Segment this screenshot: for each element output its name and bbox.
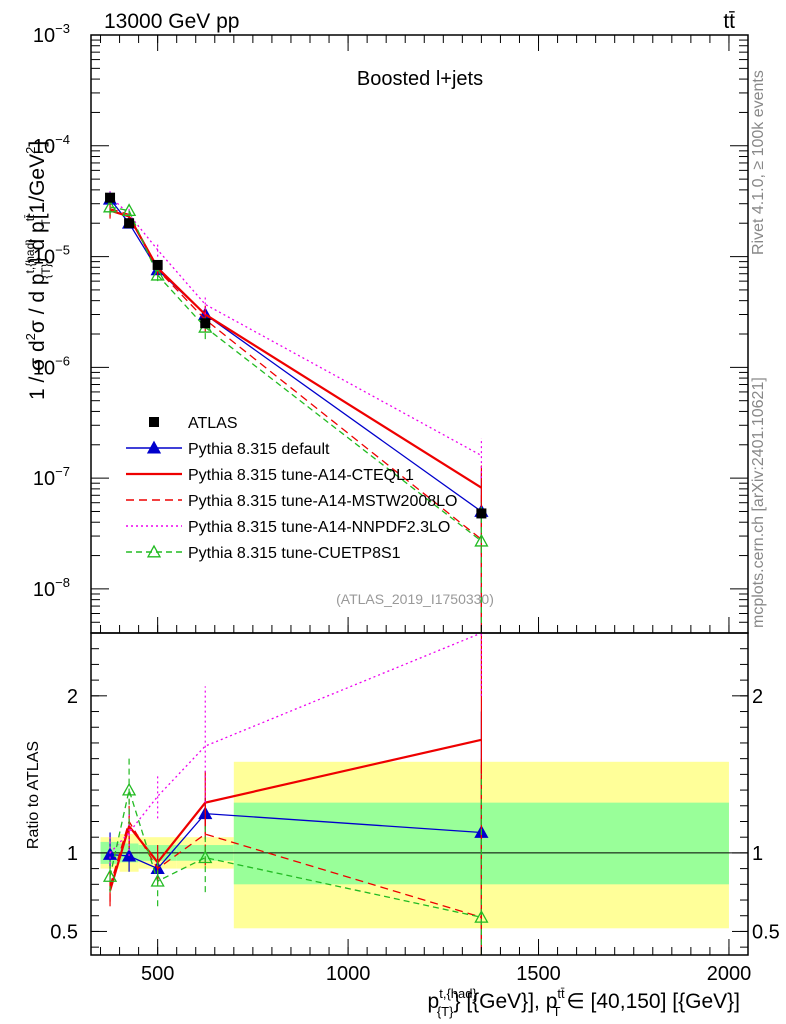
main-ytick-label-0: 10−8 bbox=[33, 575, 70, 601]
ratio-frame bbox=[90, 632, 749, 956]
xlabel-sup1: t,{had} bbox=[439, 986, 477, 1001]
watermark-label: (ATLAS_2019_I1750330) bbox=[336, 591, 494, 607]
ylabel-mid: σ / d p bbox=[26, 273, 49, 333]
ratio-marker-4-2 bbox=[150, 873, 165, 887]
xlabel-p1: p bbox=[428, 990, 440, 1013]
ratio-marker-4-0 bbox=[102, 869, 118, 882]
main-series-line-2 bbox=[109, 208, 482, 540]
main-ytick-exp: −3 bbox=[55, 21, 70, 36]
ylabel-unit: [1/GeV bbox=[26, 154, 49, 219]
ylabel-sub-T: T bbox=[39, 219, 53, 227]
legend-label-2: Pythia 8.315 tune-A14-CTEQL1 bbox=[188, 467, 414, 484]
main-ytick-base: 10 bbox=[33, 25, 55, 47]
collision-energy-label: 13000 GeV pp bbox=[104, 10, 239, 33]
main-marker-4-1 bbox=[121, 203, 137, 217]
main-ytick-base: 10 bbox=[33, 468, 55, 490]
ratio-xtick-label-2: 1500 bbox=[516, 963, 561, 985]
xlabel-sub1: {T} bbox=[437, 1004, 454, 1019]
main-ytick-base: 10 bbox=[33, 357, 55, 379]
main-ytick-exp: −6 bbox=[55, 353, 70, 368]
ratio-marker-4-4 bbox=[474, 909, 489, 923]
xlabel-end: ∈ [40,150] [{GeV}] bbox=[561, 990, 740, 1013]
ylabel-unit-sup: 2 bbox=[23, 147, 38, 154]
xlabel-sub2: T bbox=[553, 1004, 561, 1019]
main-ytick-exp: −7 bbox=[55, 464, 70, 479]
main-ytick-exp: −5 bbox=[55, 243, 70, 258]
xlabel-sup2: tt̄ bbox=[557, 986, 565, 1001]
ratio-ytick-label-right-1: 1 bbox=[752, 843, 763, 865]
ratio-marker-4-1 bbox=[121, 782, 137, 796]
ylabel-mid2: } d p bbox=[26, 221, 49, 263]
main-ytick-base: 10 bbox=[33, 136, 55, 158]
atlas-data-point-0 bbox=[105, 192, 116, 203]
atlas-data-point-4 bbox=[476, 508, 487, 519]
main-title: Boosted l+jets bbox=[357, 68, 483, 90]
legend-label-4: Pythia 8.315 tune-A14-NNPDF2.3LO bbox=[188, 519, 450, 536]
main-ytick-label-2: 10−6 bbox=[33, 353, 70, 379]
main-ytick-label-4: 10−4 bbox=[33, 132, 70, 158]
ratio-ytick-label-right-0: 0.5 bbox=[752, 921, 780, 943]
ylabel-sup2: 2 bbox=[23, 333, 38, 340]
legend-label-3: Pythia 8.315 tune-A14-MSTW2008LO bbox=[188, 493, 457, 510]
ratio-ytick-label-left-2: 2 bbox=[67, 686, 78, 708]
ratio-panel: 0.5 0.5 1 1 2 2 500 1000 1500 2000 Ratio to ATLAS… bbox=[25, 632, 780, 1019]
ratio-xtick-label-1: 1000 bbox=[326, 963, 371, 985]
ratio-xtick-label-3: 2000 bbox=[707, 963, 752, 985]
legend-marker-5 bbox=[146, 544, 162, 558]
main-frame bbox=[90, 34, 749, 634]
legend: ATLAS Pythia 8.315 default Pythia 8.315 tu… bbox=[126, 415, 457, 562]
xlabel-mid: } [{GeV}], p bbox=[453, 990, 557, 1013]
legend-marker-1 bbox=[146, 440, 162, 454]
legend-label-5: Pythia 8.315 tune-CUETP8S1 bbox=[188, 545, 401, 562]
main-ytick-label-5: 10−3 bbox=[33, 21, 70, 47]
ratio-y-axis-label: Ratio to ATLAS bbox=[25, 741, 42, 849]
main-ytick-exp: −4 bbox=[55, 132, 70, 147]
process-label: tt̄ bbox=[723, 10, 735, 33]
main-y-axis-label: 1 / σ d2σ / d pt,{had} {T}} d ptt̄T[1/GeV… bbox=[23, 141, 53, 400]
main-ytick-base: 10 bbox=[33, 579, 55, 601]
main-ytick-label-3: 10−5 bbox=[33, 243, 70, 269]
atlas-data-point-1 bbox=[124, 218, 135, 229]
rivet-version-label: Rivet 4.1.0, ≥ 100k events bbox=[750, 70, 767, 255]
main-panel: (ATLAS_2019_I1750330) Boosted l+jets ATL… bbox=[23, 21, 749, 634]
main-series-line-0 bbox=[109, 198, 482, 513]
ylabel-sup-tt: tt̄ bbox=[23, 214, 37, 221]
legend-label-1: Pythia 8.315 default bbox=[188, 441, 330, 458]
main-series-line-4 bbox=[109, 206, 482, 542]
main-ytick-label-1: 10−7 bbox=[33, 464, 70, 490]
main-ytick-base: 10 bbox=[33, 247, 55, 269]
main-ytick-exp: −8 bbox=[55, 575, 70, 590]
ratio-ytick-label-left-0: 0.5 bbox=[50, 921, 78, 943]
legend-label-0: ATLAS bbox=[188, 415, 238, 432]
ylabel-sub-t: {T} bbox=[39, 263, 53, 278]
ratio-xtick-label-0: 500 bbox=[141, 963, 174, 985]
ylabel-sup-t: t,{had} bbox=[23, 239, 37, 274]
ratio-ytick-label-right-2: 2 bbox=[752, 686, 763, 708]
atlas-data-point-2 bbox=[152, 259, 163, 270]
x-axis-label: pt,{had} {T}} [{GeV}], ptt̄ T ∈ [40,150] [… bbox=[428, 986, 740, 1019]
ratio-marker-0-0 bbox=[102, 847, 118, 860]
main-marker-4-4 bbox=[474, 533, 489, 547]
mcplots-label: mcplots.cern.ch [arXiv:2401.10621] bbox=[750, 377, 767, 628]
main-marker-4-2 bbox=[150, 267, 165, 281]
ratio-ytick-label-left-1: 1 bbox=[67, 843, 78, 865]
atlas-data-point-3 bbox=[200, 318, 211, 329]
ylabel-unit-end: ] bbox=[26, 141, 49, 147]
ylabel-prefix: 1 / σ d bbox=[26, 340, 49, 400]
main-marker-4-0 bbox=[102, 199, 118, 213]
legend-atlas-marker bbox=[149, 417, 159, 427]
ratio-marker-4-3 bbox=[198, 850, 213, 864]
main-series-line-3 bbox=[109, 195, 482, 457]
